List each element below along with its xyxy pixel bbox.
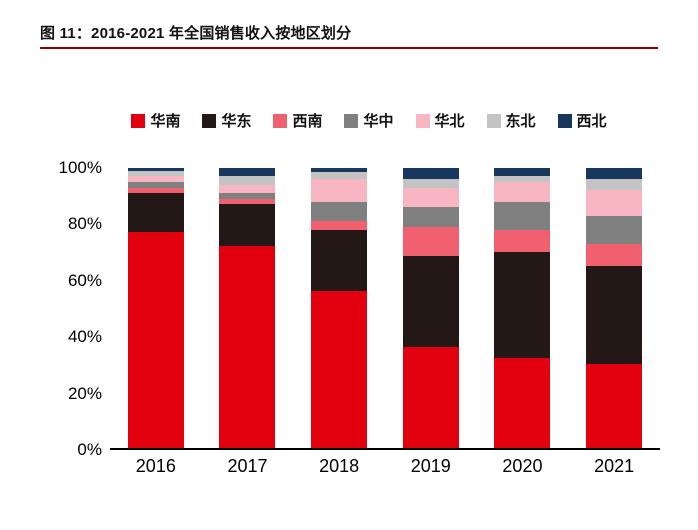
x-tick-label: 2020: [502, 456, 543, 476]
bar-segment-华中: [494, 201, 551, 230]
y-tick-label: 20%: [67, 383, 102, 403]
chart-plot-area: [110, 168, 660, 450]
x-tick-label: 2021: [594, 456, 635, 476]
bar-segment-西南: [311, 221, 368, 230]
bar-segment-西北: [494, 168, 551, 177]
stacked-bar-2016: [127, 168, 184, 448]
bar-segment-华中: [311, 201, 368, 222]
legend-item: 华北: [415, 110, 465, 131]
title-underline: [40, 47, 658, 49]
bar-segment-华南: [311, 291, 368, 448]
bar-segment-西南: [586, 243, 643, 266]
y-tick-label: 100%: [58, 158, 102, 177]
bar-segment-华东: [494, 252, 551, 359]
bar-segment-华南: [586, 364, 643, 448]
legend-label: 华中: [363, 113, 394, 130]
bar-segment-西南: [402, 226, 459, 257]
legend-item: 华东: [202, 110, 251, 131]
legend-swatch: [344, 113, 359, 128]
legend-swatch: [273, 113, 288, 128]
bar-segment-华东: [219, 204, 276, 247]
bar-segment-西南: [127, 187, 184, 194]
y-axis: 0% 20% 40% 60% 80% 100%: [0, 158, 102, 459]
stacked-bar-2019: [402, 168, 459, 448]
y-tick-label: 40%: [67, 327, 102, 347]
legend-swatch: [486, 113, 501, 128]
legend-label: 华东: [221, 113, 252, 130]
y-tick-label: 0%: [77, 440, 102, 459]
bar-segment-东北: [311, 172, 368, 180]
legend-item: 华中: [344, 110, 394, 131]
bar-segment-东北: [402, 179, 459, 188]
x-tick-label: 2016: [135, 456, 176, 476]
bar-segment-华北: [494, 182, 551, 202]
legend-label: 西北: [576, 113, 607, 130]
bar-segment-西北: [402, 168, 459, 180]
x-axis: 2016 2017 2018 2019 2020 2021: [110, 456, 660, 477]
stacked-bar-2017: [219, 168, 276, 448]
bar-segment-西北: [219, 168, 276, 177]
legend-item: 西南: [273, 110, 322, 131]
bar-segment-西南: [219, 198, 276, 205]
bar-segment-西北: [586, 168, 643, 180]
legend-label: 华北: [434, 113, 465, 130]
bar-segment-华北: [402, 187, 459, 208]
bar-segment-华北: [219, 184, 276, 194]
bar-segment-华北: [586, 190, 643, 216]
bar-segment-西北: [311, 168, 368, 173]
legend-label: 东北: [505, 113, 536, 130]
x-tick-label: 2017: [227, 456, 268, 476]
bar-segment-西南: [494, 229, 551, 253]
legend-item: 东北: [486, 110, 536, 131]
x-tick-label: 2019: [410, 456, 451, 476]
y-tick-label: 60%: [67, 270, 102, 290]
bar-segment-华东: [127, 193, 184, 233]
bar-segment-华中: [402, 207, 459, 227]
bar-segment-东北: [494, 176, 551, 183]
legend-swatch: [557, 113, 572, 128]
bar-segment-西北: [127, 168, 184, 171]
legend-swatch: [131, 113, 146, 128]
bar-segment-华中: [586, 215, 643, 244]
bar-segment-华南: [494, 358, 551, 448]
legend: 华南 华东 西南 华中 华北 东北 西北: [60, 110, 678, 131]
legend-swatch: [202, 113, 217, 128]
stacked-bar-2020: [494, 168, 551, 448]
legend-item: 西北: [557, 110, 607, 131]
legend-item: 华南: [131, 110, 180, 131]
bar-segment-华东: [402, 256, 459, 348]
stacked-bar-2021: [586, 168, 643, 448]
bar-segment-华中: [219, 193, 276, 199]
bar-segment-东北: [127, 170, 184, 177]
x-tick-label: 2018: [319, 456, 360, 476]
bar-segment-华北: [127, 176, 184, 183]
bar-segment-华北: [311, 179, 368, 202]
bar-segment-华东: [586, 266, 643, 364]
bar-segment-东北: [586, 179, 643, 191]
y-tick-label: 80%: [67, 214, 102, 234]
stacked-bar-2018: [311, 168, 368, 448]
bar-segment-华东: [311, 229, 368, 292]
figure-title: 图 11：2016-2021 年全国销售收入按地区划分: [40, 25, 352, 42]
bar-segment-华南: [127, 232, 184, 448]
bar-segment-东北: [219, 176, 276, 185]
bar-segment-华南: [402, 347, 459, 448]
legend-label: 华南: [150, 113, 181, 130]
legend-swatch: [415, 113, 430, 128]
bar-segment-华中: [127, 182, 184, 188]
bar-segment-华南: [219, 246, 276, 448]
legend-label: 西南: [292, 113, 323, 130]
